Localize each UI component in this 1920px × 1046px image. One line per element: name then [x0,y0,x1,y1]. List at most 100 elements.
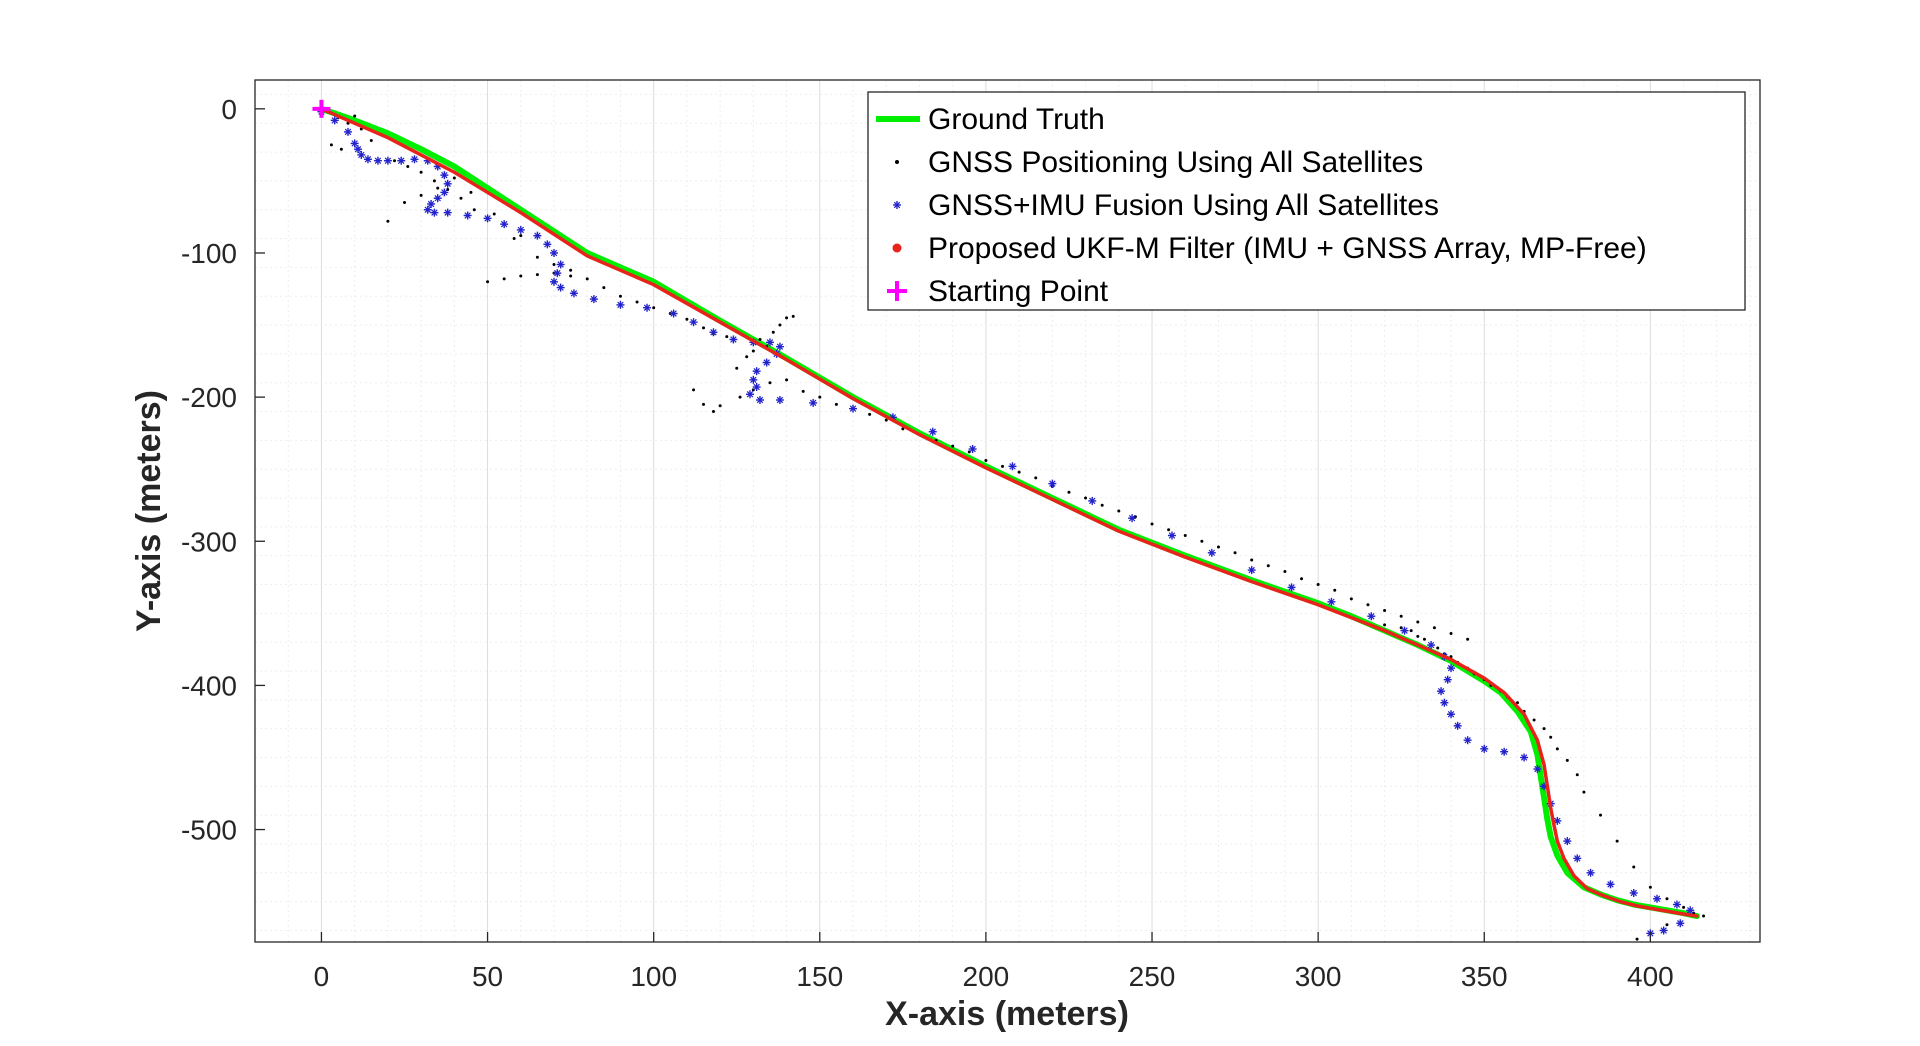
gnss-point [1682,905,1686,909]
gnss-point [1582,790,1586,794]
gnss-point [1416,620,1420,624]
gnss-point [725,335,729,339]
fusion-point [557,261,564,268]
legend-label: GNSS Positioning Using All Satellites [928,146,1423,179]
gnss-point [1599,813,1603,817]
fusion-point [411,156,418,163]
gnss-point [492,212,496,216]
fusion-point [690,318,697,326]
gnss-point [768,381,772,385]
fusion-point [730,336,737,343]
gnss-point [868,412,872,416]
legend-label: Starting Point [928,275,1109,308]
gnss-point [569,274,573,278]
gnss-point [369,139,373,143]
x-tick-label: 50 [472,961,503,992]
fusion-point [364,156,372,163]
fusion-point [710,329,717,336]
fusion-point [517,226,525,234]
gnss-point [778,323,782,327]
gnss-point [818,395,822,399]
x-tick-label: 200 [963,961,1010,992]
fusion-point [929,428,936,435]
fusion-point [431,209,438,216]
gnss-point [1422,637,1426,641]
gnss-point [758,337,762,341]
x-tick-label: 250 [1129,961,1176,992]
series-star [317,107,1695,938]
gnss-point [1167,528,1171,532]
fusion-point [1687,907,1694,914]
plot-frame [254,79,1761,943]
fusion-point [1660,927,1667,934]
gnss-point [1665,923,1669,927]
fusion-point [617,301,624,309]
gnss-point [1283,570,1287,574]
fusion-point [500,220,508,228]
fusion-point [1653,895,1661,902]
ticks: 0 50 100 150 200 250 300 350 400 0 -100 -200 -300 -40… [181,94,1674,992]
gnss-point [1632,865,1636,869]
gnss-point [1100,503,1104,507]
y-tick-label: -500 [181,815,237,846]
fusion-point [1288,584,1295,591]
legend-label: GNSS+IMU Fusion Using All Satellites [928,189,1439,222]
gnss-point [1409,629,1413,633]
gnss-point [711,410,715,414]
gnss-point [1383,623,1387,627]
gnss-point [459,196,463,200]
x-tick-label: 100 [630,961,677,992]
gnss-point [1449,632,1453,636]
fusion-point [643,304,651,311]
fusion-point [1437,687,1445,695]
fusion-point [1587,869,1594,877]
fusion-point [1564,837,1571,845]
gnss-point [403,201,407,205]
fusion-point [1427,641,1435,649]
gnss-point [1542,727,1546,731]
series-redline [319,107,1699,918]
gnss-point [1565,758,1569,762]
gnss-point [353,114,357,118]
gnss-point [1436,646,1440,650]
legend-label: Ground Truth [928,103,1105,136]
fusion-point [1208,549,1216,557]
y-tick-label: -100 [181,238,237,269]
x-tick-label: 400 [1627,961,1674,992]
gnss-point [1648,885,1652,889]
x-tick-label: 350 [1461,961,1508,992]
x-tick-label: 300 [1295,961,1342,992]
x-tick-label: 0 [314,961,330,992]
fusion-point [484,215,491,222]
gnss-point [1416,634,1420,638]
fusion-point [434,194,441,202]
fusion-point [358,151,365,159]
gnss-point [552,263,556,267]
gnss-point [1549,735,1553,739]
gnss-point [436,186,440,190]
fusion-point [354,145,362,153]
gnss-point [419,193,423,197]
gnss-point [1615,839,1619,843]
x-tick-label: 150 [796,961,843,992]
gnss-point [419,170,423,174]
fusion-point [1454,722,1461,730]
fusion-point [1168,532,1176,539]
gnss-point [1250,558,1254,562]
gnss-point [1515,701,1519,705]
gnss-point [1555,747,1559,751]
gnss-point [1233,551,1237,555]
y-tick-label: 0 [221,94,237,125]
legend-label: Proposed UKF-M Filter (IMU + GNSS Array,… [928,232,1647,265]
gnss-point [834,402,838,406]
grid [255,80,1760,942]
fusion-point [849,405,857,412]
gnss-point [512,237,516,241]
gnss-point [1266,564,1270,568]
gnss-point [535,255,539,259]
gnss-point [452,176,456,180]
gnss-point [1017,470,1021,474]
gnss-point [1349,597,1353,601]
gnss-point [1001,464,1005,468]
gnss-point [718,404,722,408]
